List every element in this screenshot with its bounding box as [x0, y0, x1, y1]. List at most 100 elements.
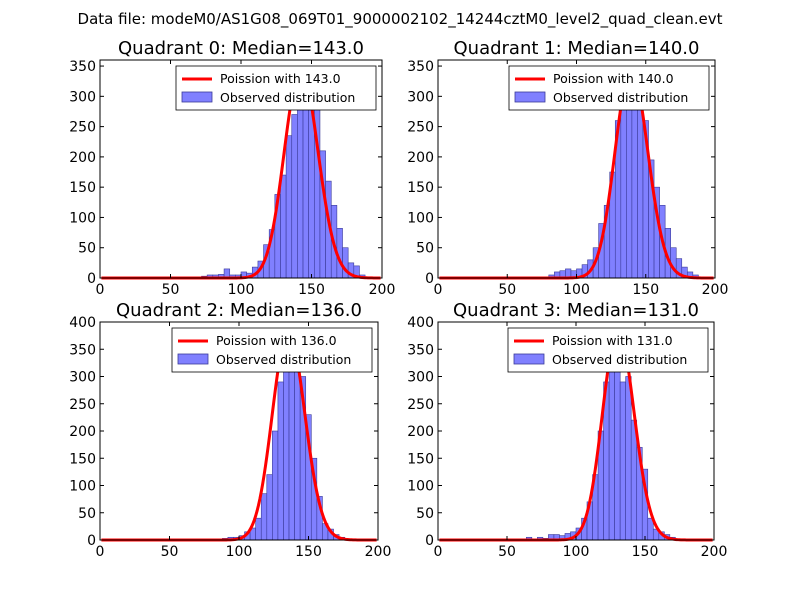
legend-box [171, 327, 373, 373]
y-tick-label: 50 [78, 241, 96, 257]
y-tick-label: 0 [425, 271, 434, 287]
y-tick-label: 400 [69, 315, 96, 331]
y-tick-label: 0 [425, 533, 434, 549]
legend-hist-swatch [514, 91, 546, 103]
y-tick-label: 350 [69, 59, 96, 75]
histogram-bars [222, 343, 345, 541]
y-tick-label: 100 [69, 479, 96, 495]
x-tick-label: 50 [161, 544, 179, 560]
legend-hist-swatch [513, 353, 545, 365]
y-tick-label: 350 [69, 342, 96, 358]
x-tick-label: 150 [632, 282, 659, 298]
x-tick-label: 0 [96, 544, 105, 560]
histogram-bar [620, 89, 627, 279]
y-tick-label: 350 [407, 342, 434, 358]
y-tick-label: 150 [407, 180, 434, 196]
y-tick-label: 250 [407, 397, 434, 413]
x-tick-label: 150 [298, 282, 325, 298]
y-tick-label: 0 [87, 533, 96, 549]
legend-box [508, 65, 710, 111]
y-tick-label: 200 [407, 424, 434, 440]
x-tick-label: 0 [434, 282, 443, 298]
histogram-bar [266, 474, 273, 541]
x-tick-label: 0 [96, 282, 105, 298]
subplot-quadrant-1: Quadrant 1: Median=140.0 0 50 100 150 200 0 50 1… [407, 38, 728, 298]
y-tick-label: 250 [407, 120, 434, 136]
y-tick-label: 100 [69, 210, 96, 226]
legend-hist-label: Observed distribution [553, 90, 688, 105]
histogram-bar [277, 381, 284, 541]
histogram-bar [614, 348, 621, 541]
histogram-bar [619, 381, 626, 541]
y-tick-label: 300 [407, 89, 434, 105]
legend-line-label: Poission with 136.0 [216, 333, 337, 348]
subplot-title: Quadrant 2: Median=136.0 [116, 300, 362, 321]
y-tick-label: 300 [69, 89, 96, 105]
y-tick-label: 300 [407, 370, 434, 386]
subplot-quadrant-3: Quadrant 3: Median=131.0 0 50 100 150 200 0 50 1… [407, 300, 727, 560]
histogram-bar [285, 135, 293, 279]
histogram-bar [297, 89, 304, 279]
subplot-title: Quadrant 3: Median=131.0 [453, 300, 699, 321]
y-tick-label: 200 [69, 150, 96, 166]
y-tick-label: 200 [69, 424, 96, 440]
y-tick-label: 400 [407, 315, 434, 331]
x-tick-label: 200 [701, 544, 728, 560]
histogram-bar [260, 493, 268, 541]
legend-box [175, 65, 377, 111]
legend-hist-swatch [181, 91, 213, 103]
legend-hist-label: Observed distribution [216, 352, 351, 367]
x-tick-label: 100 [563, 544, 590, 560]
histogram-bar [625, 376, 632, 541]
y-tick-label: 50 [416, 241, 434, 257]
legend-hist-label: Observed distribution [220, 90, 355, 105]
y-tick-label: 350 [407, 59, 434, 75]
histogram-bar [288, 365, 295, 541]
x-tick-label: 100 [228, 282, 255, 298]
y-tick-label: 300 [69, 370, 96, 386]
x-tick-label: 150 [632, 544, 659, 560]
histogram-bar [255, 517, 262, 541]
histogram-bar [291, 114, 298, 279]
y-tick-label: 50 [78, 506, 96, 522]
legend-hist-swatch [177, 353, 209, 365]
x-tick-label: 100 [563, 282, 590, 298]
subplot-quadrant-2: Quadrant 2: Median=136.0 0 50 100 150 200 0 50 1… [69, 300, 391, 560]
subplot-title: Quadrant 1: Median=140.0 [454, 38, 700, 59]
x-tick-label: 50 [498, 544, 516, 560]
x-tick-label: 200 [702, 282, 729, 298]
legend-box [507, 327, 709, 373]
legend-hist-label: Observed distribution [552, 352, 687, 367]
x-tick-label: 150 [295, 544, 322, 560]
legend: Poission with 140.0 Observed distribution [508, 65, 710, 111]
x-tick-label: 200 [365, 544, 392, 560]
y-tick-label: 100 [407, 479, 434, 495]
y-tick-label: 250 [69, 397, 96, 413]
legend: Poission with 143.0 Observed distribution [175, 65, 377, 111]
y-tick-label: 250 [69, 120, 96, 136]
y-tick-label: 150 [407, 451, 434, 467]
y-tick-label: 150 [69, 180, 96, 196]
subplot-quadrant-0: Quadrant 0: Median=143.0 0 50 100 150 200 0 50 1… [69, 38, 395, 298]
legend: Poission with 131.0 Observed distribution [507, 327, 709, 373]
histogram-bar [272, 430, 279, 541]
y-tick-label: 50 [416, 506, 434, 522]
subplots-grid: Quadrant 0: Median=143.0 0 50 100 150 200 0 50 1… [69, 38, 728, 560]
x-tick-label: 50 [162, 282, 180, 298]
histogram-bar [283, 343, 290, 541]
legend-line-label: Poission with 143.0 [220, 71, 341, 86]
histogram-bar [630, 419, 638, 541]
legend: Poission with 136.0 Observed distribution [171, 327, 373, 373]
legend-line-label: Poission with 131.0 [552, 333, 673, 348]
figure-suptitle: Data file: modeM0/AS1G08_069T01_90000021… [78, 10, 723, 29]
histogram-bar [280, 174, 287, 279]
x-tick-label: 100 [226, 544, 253, 560]
y-tick-label: 200 [407, 150, 434, 166]
x-tick-label: 0 [434, 544, 443, 560]
y-tick-label: 150 [69, 451, 96, 467]
legend-line-label: Poission with 140.0 [553, 71, 674, 86]
x-tick-label: 50 [498, 282, 516, 298]
x-tick-label: 200 [369, 282, 396, 298]
subplot-title: Quadrant 0: Median=143.0 [118, 38, 364, 59]
